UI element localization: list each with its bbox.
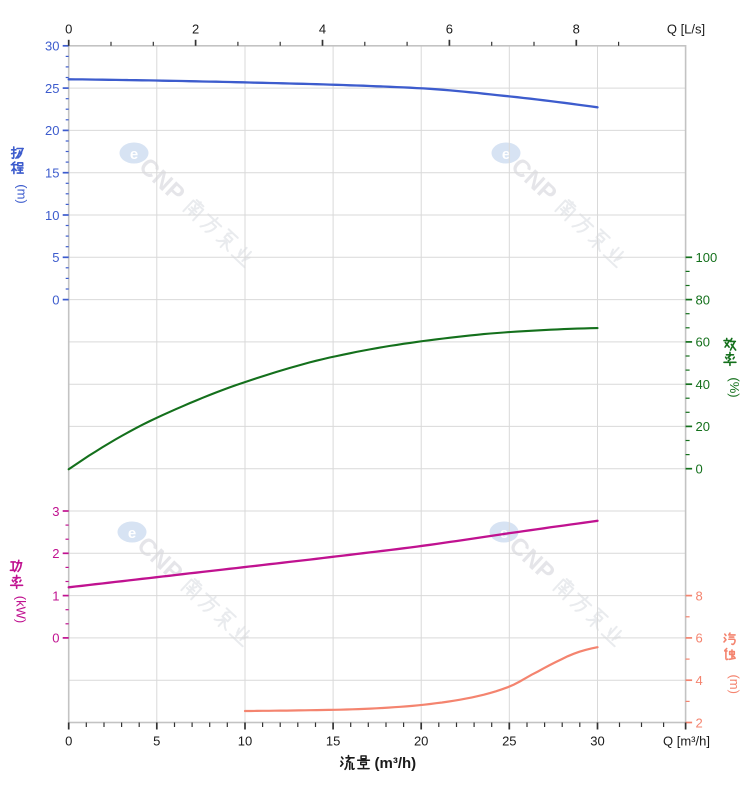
svg-text:0: 0 bbox=[65, 734, 72, 749]
svg-text:20: 20 bbox=[45, 123, 59, 138]
svg-text:e: e bbox=[502, 146, 510, 163]
svg-text:(m): (m) bbox=[727, 674, 742, 694]
svg-text:6: 6 bbox=[446, 22, 453, 37]
svg-text:0: 0 bbox=[65, 22, 72, 37]
svg-text:5: 5 bbox=[153, 734, 160, 749]
svg-text:30: 30 bbox=[45, 39, 59, 54]
svg-text:4: 4 bbox=[696, 673, 703, 688]
svg-text:20: 20 bbox=[414, 734, 428, 749]
svg-text:(kW): (kW) bbox=[14, 596, 29, 623]
svg-text:6: 6 bbox=[696, 631, 703, 646]
svg-text:5: 5 bbox=[52, 250, 59, 265]
svg-text:60: 60 bbox=[696, 335, 710, 350]
svg-text:0: 0 bbox=[696, 462, 703, 477]
svg-text:2: 2 bbox=[192, 22, 199, 37]
svg-text:80: 80 bbox=[696, 292, 710, 307]
svg-text:10: 10 bbox=[238, 734, 252, 749]
svg-text:(%): (%) bbox=[727, 377, 742, 397]
svg-text:100: 100 bbox=[696, 250, 718, 265]
svg-text:(m³/h): (m³/h) bbox=[375, 755, 417, 772]
svg-text:8: 8 bbox=[696, 588, 703, 603]
svg-text:15: 15 bbox=[45, 166, 59, 181]
svg-text:1: 1 bbox=[52, 588, 59, 603]
svg-text:0: 0 bbox=[52, 292, 59, 307]
svg-text:(m): (m) bbox=[15, 184, 30, 204]
svg-text:15: 15 bbox=[326, 734, 340, 749]
svg-text:10: 10 bbox=[45, 208, 59, 223]
svg-text:e: e bbox=[130, 146, 138, 163]
svg-text:25: 25 bbox=[502, 734, 516, 749]
svg-text:4: 4 bbox=[319, 22, 326, 37]
svg-text:2: 2 bbox=[696, 715, 703, 730]
svg-text:8: 8 bbox=[573, 22, 580, 37]
svg-text:0: 0 bbox=[52, 631, 59, 646]
svg-text:Q [L/s]: Q [L/s] bbox=[667, 22, 705, 37]
svg-text:3: 3 bbox=[52, 504, 59, 519]
svg-text:Q [m³/h]: Q [m³/h] bbox=[663, 734, 710, 749]
svg-text:40: 40 bbox=[696, 377, 710, 392]
svg-text:30: 30 bbox=[590, 734, 604, 749]
svg-text:20: 20 bbox=[696, 419, 710, 434]
svg-text:25: 25 bbox=[45, 81, 59, 96]
svg-text:e: e bbox=[128, 525, 136, 542]
svg-text:2: 2 bbox=[52, 546, 59, 561]
